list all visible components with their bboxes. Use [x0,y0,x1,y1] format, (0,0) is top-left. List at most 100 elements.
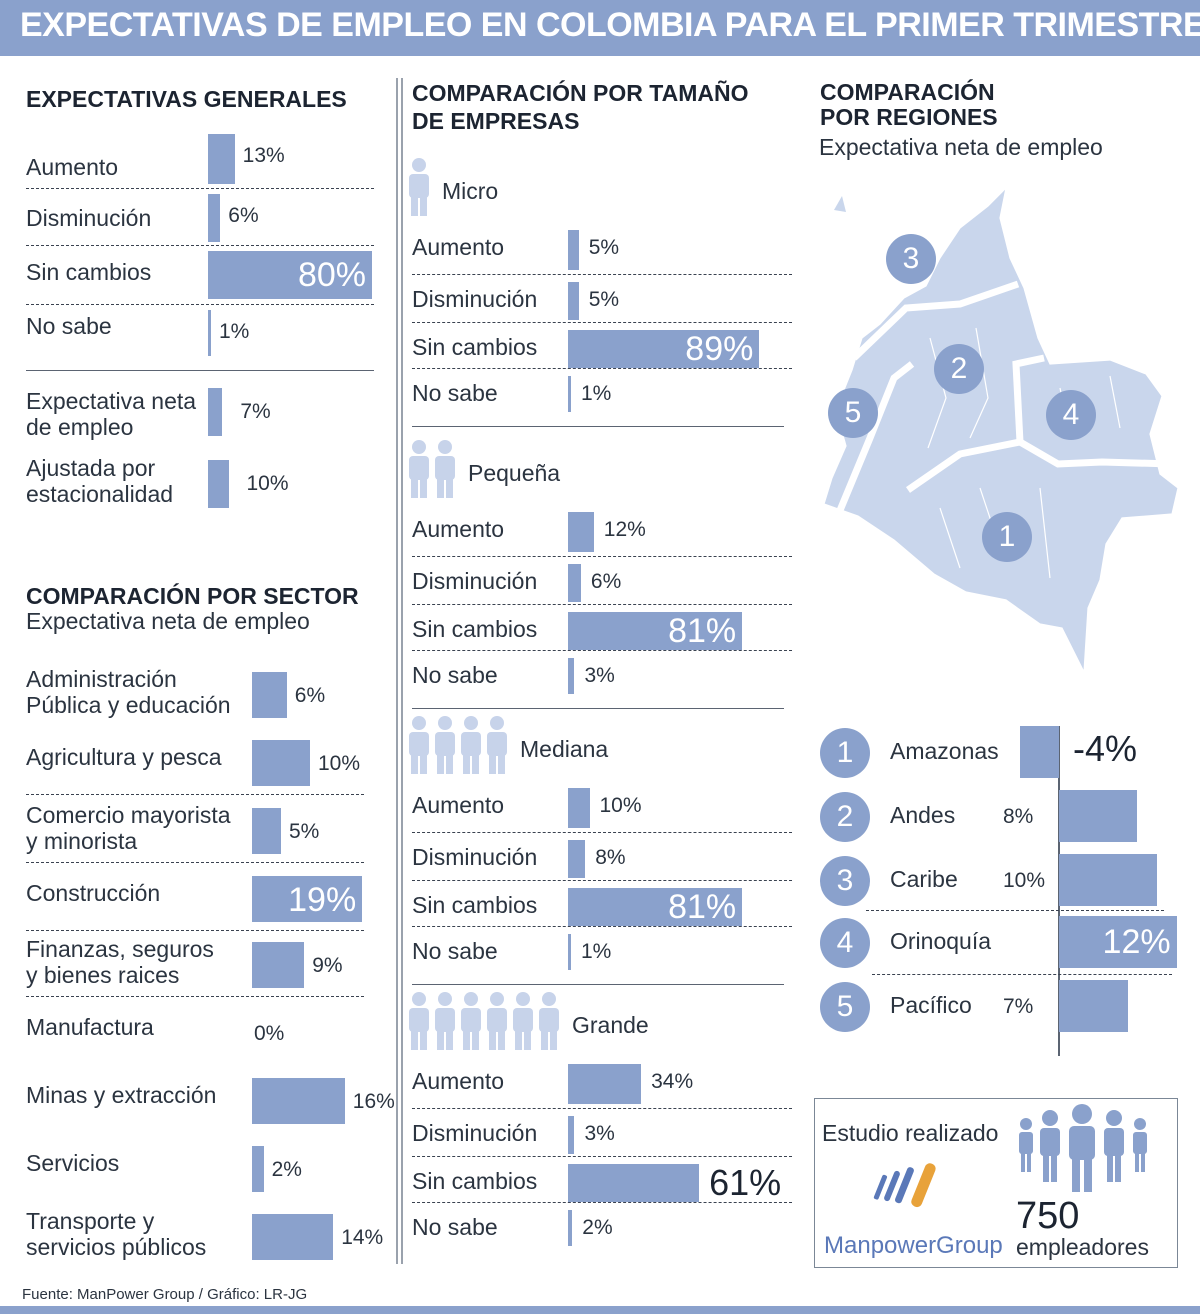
size-group-divider [412,708,784,709]
size-bar [568,512,594,552]
map-number-marker: 3 [886,234,936,284]
person-icon [409,158,429,216]
size-bar [568,1116,575,1154]
size-row-divider [412,880,792,881]
size-value: 8% [595,846,626,869]
size-row-divider [412,604,792,605]
sector-bar [252,1078,345,1124]
size-value: 34% [651,1070,694,1093]
size-bar: 89% [568,330,760,368]
size-label: No sabe [412,1214,498,1240]
study-count: 750 [1016,1195,1080,1237]
sector-value: 5% [289,820,320,843]
size-value: 12% [603,518,646,541]
region-bar [1019,726,1059,778]
footer-bar [0,1306,1200,1314]
size-bar [568,658,575,694]
sector-value: 14% [341,1226,384,1249]
region-value: 10% [1003,869,1046,892]
general-bar [208,134,235,184]
size-title-line-2: DE EMPRESAS [412,108,580,134]
sector-bar: 19% [252,876,363,922]
size-label: Aumento [412,516,505,542]
general-row-divider [26,304,374,305]
regions-subtitle: Expectativa neta de empleo [819,134,1103,160]
size-label: Sin cambios [412,1168,538,1194]
regions-separator-2 [872,974,1172,975]
region-number-marker: 1 [820,728,870,778]
sector-label: Finanzas, seguros [26,936,214,962]
size-bar [568,840,586,878]
size-group-divider [412,426,784,427]
person-icon [409,440,455,498]
sector-title: COMPARACIÓN POR SECTOR [26,583,359,609]
size-group-name: Mediana [520,736,609,762]
sector-value: 0% [254,1022,285,1045]
size-row-divider [412,926,792,927]
sector-label: Construcción [26,880,161,906]
sector-value: 10% [318,752,361,775]
general-separator [26,370,374,371]
general-label: Aumento [26,154,119,180]
size-label: Aumento [412,234,505,260]
size-group-name: Micro [442,178,499,204]
size-row-divider [412,1202,792,1203]
region-name: Andes [890,802,956,828]
size-bar: 81% [568,888,743,926]
map-number-marker: 2 [934,344,984,394]
size-label: Disminución [412,844,538,870]
size-label: No sabe [412,938,498,964]
size-label: Aumento [412,1068,505,1094]
size-label: Sin cambios [412,334,538,360]
sector-row-divider [26,930,364,931]
size-group-divider [412,984,784,985]
size-bar [568,230,579,270]
region-name: Orinoquía [890,928,992,954]
general-net-label: Ajustada por [26,455,156,481]
sector-label: servicios públicos [26,1234,207,1260]
map-number-marker: 5 [828,388,878,438]
size-row-divider [412,274,792,275]
region-value: 8% [1003,805,1034,828]
region-number-marker: 4 [820,918,870,968]
sector-row-divider [26,996,364,997]
region-value: -4% [1073,728,1138,769]
size-row-divider [412,322,792,323]
manpower-logo-icon [873,1163,936,1208]
regions-title-line-2: POR REGIONES [820,104,998,130]
general-net-value: 7% [240,400,271,423]
column-divider-right [401,78,403,1264]
regions-axis-line [1058,726,1060,1056]
general-net-value: 10% [246,472,289,495]
footer-source: Fuente: ManPower Group / Gráfico: LR-JG [22,1286,308,1303]
region-bar: 12% [1059,916,1177,968]
size-bar [568,1210,573,1246]
general-net-label: estacionalidad [26,481,174,507]
size-value: 2% [582,1216,613,1239]
sector-bar [252,1146,264,1192]
sector-label: Pública y educación [26,692,231,718]
size-value: 6% [590,570,622,593]
general-label: Disminución [26,205,152,231]
sector-bar [252,740,310,786]
sector-bar [252,942,305,988]
region-number-marker: 3 [820,856,870,906]
manpower-logo-text: ManpowerGroup [824,1232,1003,1259]
sector-row-divider [26,794,364,795]
size-row-divider [412,368,792,369]
people-group-icon [1019,1104,1147,1192]
size-row-divider [412,556,792,557]
size-label: Disminución [412,286,538,312]
region-value: 7% [1003,995,1034,1018]
size-label: Disminución [412,568,538,594]
general-label: Sin cambios [26,259,152,285]
sector-bar [252,672,287,718]
sector-label: Comercio mayorista [26,802,231,828]
size-row-divider [412,832,792,833]
general-net-label: Expectativa neta [26,388,197,414]
region-bar [1059,854,1157,906]
study-label: Estudio realizado [822,1120,999,1146]
sector-value: 6% [294,684,326,707]
page-title: EXPECTATIVAS DE EMPLEO EN COLOMBIA PARA … [20,6,1200,44]
size-value: 5% [588,236,620,259]
